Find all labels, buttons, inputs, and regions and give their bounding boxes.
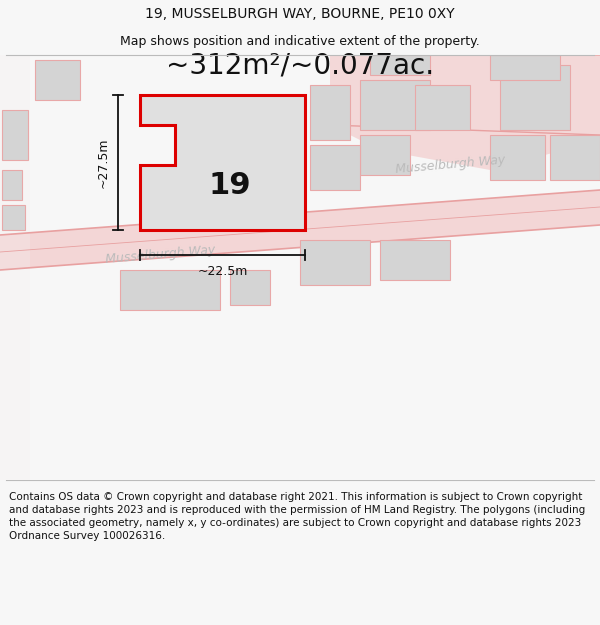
Text: ~312m²/~0.077ac.: ~312m²/~0.077ac. — [166, 52, 434, 80]
Polygon shape — [0, 55, 30, 480]
Polygon shape — [35, 60, 80, 100]
Polygon shape — [0, 190, 600, 270]
Polygon shape — [415, 85, 470, 130]
Text: Map shows position and indicative extent of the property.: Map shows position and indicative extent… — [120, 35, 480, 48]
Polygon shape — [360, 135, 410, 175]
Polygon shape — [310, 145, 360, 190]
Polygon shape — [310, 85, 350, 140]
Polygon shape — [230, 270, 270, 305]
Polygon shape — [490, 55, 560, 80]
Polygon shape — [380, 240, 450, 280]
Polygon shape — [500, 65, 570, 130]
Text: 19, MUSSELBURGH WAY, BOURNE, PE10 0XY: 19, MUSSELBURGH WAY, BOURNE, PE10 0XY — [145, 7, 455, 21]
Polygon shape — [330, 55, 600, 170]
Text: 19: 19 — [209, 171, 251, 199]
Polygon shape — [300, 240, 370, 285]
Polygon shape — [370, 55, 430, 75]
Polygon shape — [2, 110, 28, 160]
Text: Musselburgh Way: Musselburgh Way — [395, 154, 505, 176]
Text: ~27.5m: ~27.5m — [97, 138, 110, 188]
Polygon shape — [120, 270, 220, 310]
Polygon shape — [490, 135, 545, 180]
Polygon shape — [2, 205, 25, 230]
Polygon shape — [140, 95, 305, 230]
Text: Contains OS data © Crown copyright and database right 2021. This information is : Contains OS data © Crown copyright and d… — [9, 492, 585, 541]
Polygon shape — [550, 135, 600, 180]
Polygon shape — [2, 170, 22, 200]
Text: Musselburgh Way: Musselburgh Way — [104, 244, 215, 266]
Polygon shape — [360, 80, 430, 130]
Text: ~22.5m: ~22.5m — [197, 265, 248, 278]
